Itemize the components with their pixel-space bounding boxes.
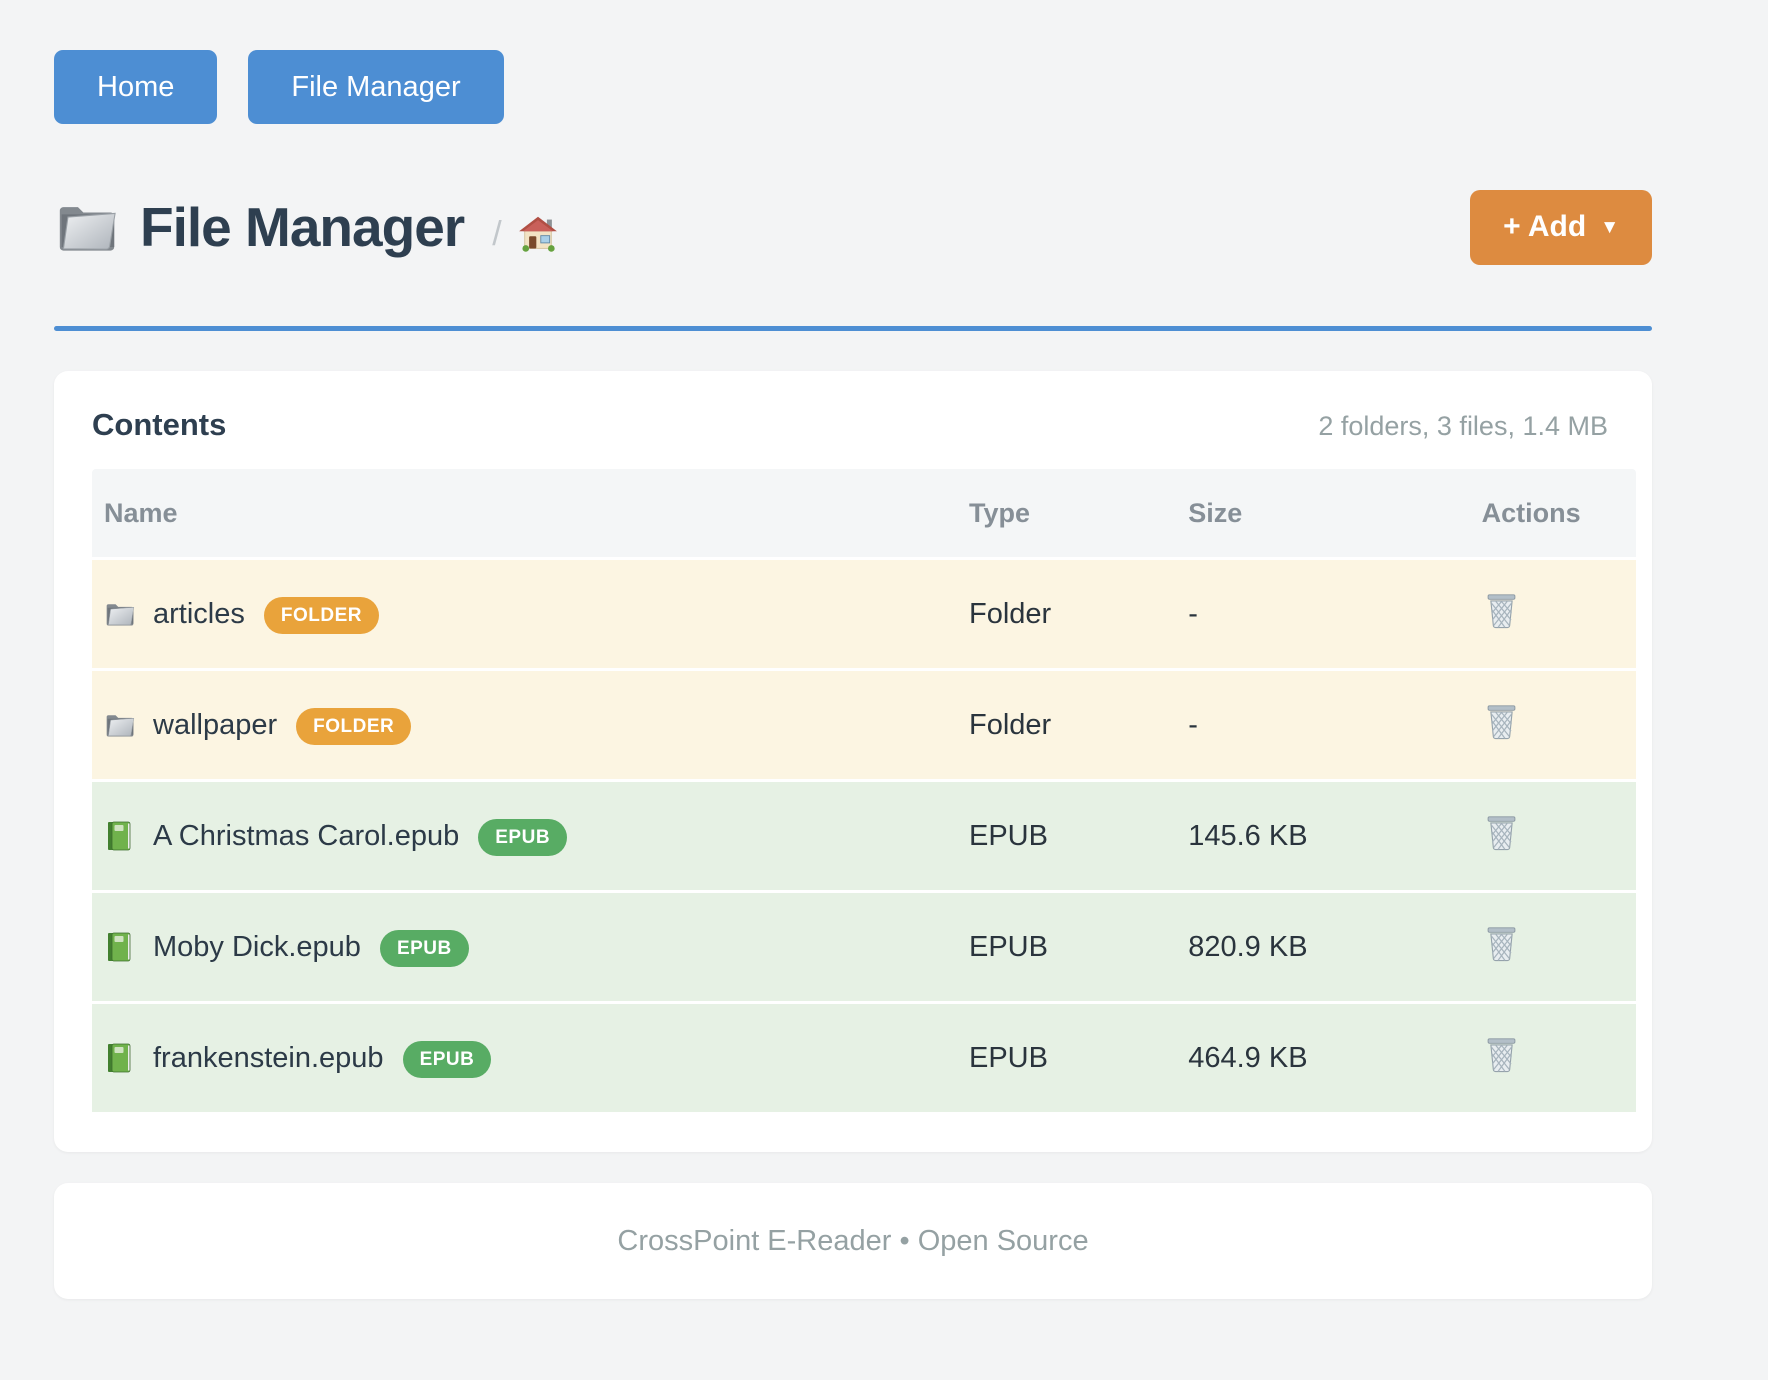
size-cell: 145.6 KB <box>1188 779 1482 890</box>
book-icon <box>104 931 136 963</box>
size-cell: 820.9 KB <box>1188 890 1482 1001</box>
file-table-body: articles FOLDER Folder - wallpaper FOLDE… <box>92 557 1636 1112</box>
breadcrumb-separator: / <box>492 214 502 253</box>
folder-icon <box>104 598 136 630</box>
nav-file-manager-button[interactable]: File Manager <box>248 50 504 124</box>
book-icon <box>104 1042 136 1074</box>
footer: CrossPoint E-Reader • Open Source <box>54 1183 1652 1299</box>
contents-heading: Contents <box>92 407 227 442</box>
breadcrumb: / <box>492 215 557 254</box>
delete-button[interactable] <box>1482 701 1521 743</box>
table-header-row: Name Type Size Actions <box>92 469 1636 557</box>
type-badge: EPUB <box>478 818 568 856</box>
header-divider <box>54 326 1652 331</box>
item-name[interactable]: A Christmas Carol.epub <box>153 819 460 852</box>
table-row[interactable]: wallpaper FOLDER Folder - <box>92 668 1636 779</box>
column-header-name: Name <box>92 469 969 557</box>
column-header-type: Type <box>969 469 1189 557</box>
trash-icon <box>1484 925 1519 963</box>
type-badge: EPUB <box>402 1040 492 1078</box>
type-cell: Folder <box>969 557 1189 668</box>
item-name[interactable]: frankenstein.epub <box>153 1041 384 1074</box>
add-button[interactable]: + Add ▼ <box>1470 189 1652 265</box>
nav-home-button[interactable]: Home <box>54 50 218 124</box>
trash-icon <box>1484 1036 1519 1074</box>
table-row[interactable]: articles FOLDER Folder - <box>92 557 1636 668</box>
table-row[interactable]: A Christmas Carol.epub EPUB EPUB 145.6 K… <box>92 779 1636 890</box>
type-cell: EPUB <box>969 779 1189 890</box>
table-row[interactable]: frankenstein.epub EPUB EPUB 464.9 KB <box>92 1001 1636 1112</box>
caret-down-icon: ▼ <box>1600 217 1619 238</box>
column-header-size: Size <box>1188 469 1482 557</box>
folder-icon <box>54 198 120 256</box>
page: Home File Manager File Manager / + Add ▼… <box>54 0 1652 1299</box>
delete-button[interactable] <box>1482 923 1521 965</box>
trash-icon <box>1484 703 1519 741</box>
folder-icon <box>104 709 136 741</box>
file-table: Name Type Size Actions articles FOLDER F… <box>92 469 1636 1112</box>
contents-card: Contents 2 folders, 3 files, 1.4 MB Name… <box>54 371 1652 1152</box>
house-icon <box>518 215 558 253</box>
size-cell: - <box>1188 668 1482 779</box>
size-cell: 464.9 KB <box>1188 1001 1482 1112</box>
column-header-actions: Actions <box>1481 469 1636 557</box>
trash-icon <box>1484 814 1519 852</box>
item-name[interactable]: articles <box>153 597 245 630</box>
table-row[interactable]: Moby Dick.epub EPUB EPUB 820.9 KB <box>92 890 1636 1001</box>
contents-summary: 2 folders, 3 files, 1.4 MB <box>1318 411 1608 441</box>
book-icon <box>104 820 136 852</box>
size-cell: - <box>1188 557 1482 668</box>
type-cell: Folder <box>969 668 1189 779</box>
footer-text: CrossPoint E-Reader • Open Source <box>617 1224 1089 1257</box>
type-badge: FOLDER <box>296 707 412 745</box>
delete-button[interactable] <box>1482 812 1521 854</box>
type-badge: FOLDER <box>263 596 379 634</box>
delete-button[interactable] <box>1482 1034 1521 1076</box>
item-name[interactable]: Moby Dick.epub <box>153 930 361 963</box>
page-header: File Manager / + Add ▼ <box>54 188 1652 266</box>
page-title: File Manager <box>140 196 465 258</box>
delete-button[interactable] <box>1482 590 1521 632</box>
type-cell: EPUB <box>969 1001 1189 1112</box>
top-nav: Home File Manager <box>54 50 1652 124</box>
breadcrumb-home-link[interactable] <box>518 215 558 253</box>
add-button-label: + Add <box>1503 210 1587 243</box>
type-cell: EPUB <box>969 890 1189 1001</box>
trash-icon <box>1484 592 1519 630</box>
type-badge: EPUB <box>379 929 469 967</box>
item-name[interactable]: wallpaper <box>153 708 278 741</box>
